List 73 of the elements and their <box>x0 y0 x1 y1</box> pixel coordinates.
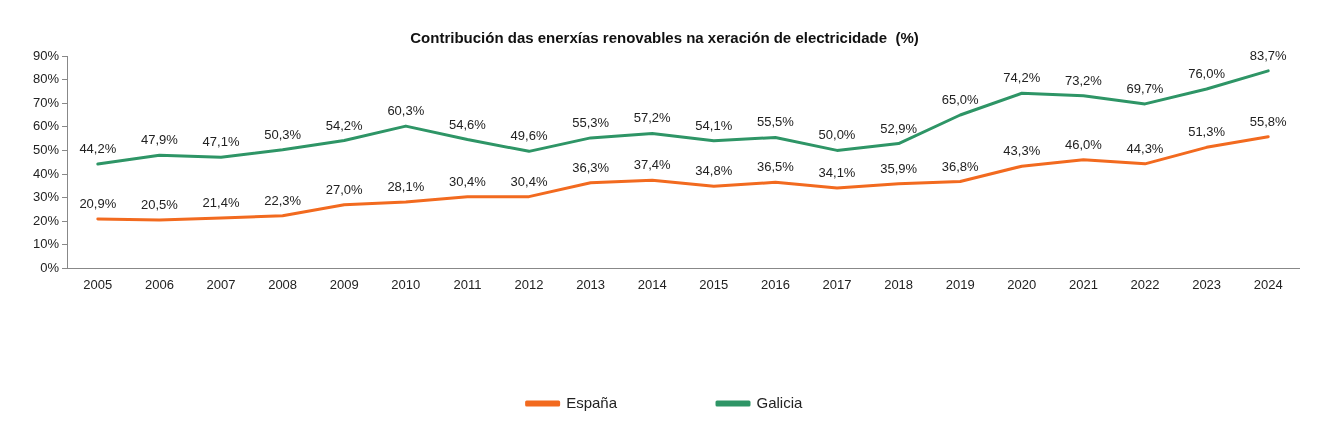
x-tick-label: 2024 <box>1253 276 1283 292</box>
y-tick-label: 30% <box>32 189 60 205</box>
x-tick-label: 2021 <box>1068 276 1098 292</box>
data-label: 54,6% <box>448 116 487 132</box>
x-tick-label: 2009 <box>329 276 359 292</box>
x-tick-label: 2014 <box>637 276 667 292</box>
data-label: 83,7% <box>1249 47 1288 63</box>
data-label: 34,8% <box>695 163 733 179</box>
x-tick-label: 2017 <box>822 276 852 292</box>
data-label: 74,2% <box>1003 70 1041 86</box>
data-label: 55,3% <box>572 114 610 130</box>
data-label: 20,9% <box>79 196 117 212</box>
data-label: 46,0% <box>1064 136 1103 152</box>
data-label: 50,3% <box>264 126 302 142</box>
data-label: 22,3% <box>264 192 302 208</box>
y-tick-label: 60% <box>32 118 60 134</box>
y-tick-label: 50% <box>32 141 60 157</box>
data-label: 36,3% <box>572 159 610 175</box>
data-label: 47,1% <box>202 134 240 150</box>
x-tick-label: 2013 <box>576 276 606 292</box>
data-label: 50,0% <box>818 127 856 143</box>
x-tick-label: 2010 <box>391 276 421 292</box>
y-tick-label: 20% <box>32 212 60 228</box>
data-label: 65,0% <box>941 92 980 108</box>
x-tick-label: 2011 <box>453 276 482 292</box>
data-label: 47,9% <box>140 132 179 148</box>
legend-label: España <box>566 393 618 411</box>
data-label: 44,3% <box>1126 140 1164 156</box>
x-tick-label: 2020 <box>1007 276 1037 292</box>
data-label: 52,9% <box>880 120 918 136</box>
data-label: 43,3% <box>1003 143 1041 159</box>
data-label: 30,4% <box>448 173 487 189</box>
legend-label: Galicia <box>756 393 804 411</box>
chart-title: Contribución das enerxías renovables na xeración de electricidade (%) <box>410 29 919 47</box>
y-tick-label: 80% <box>32 71 60 87</box>
data-label: 34,1% <box>818 165 856 180</box>
x-tick-label: 2016 <box>760 276 790 292</box>
data-label: 54,1% <box>695 117 733 133</box>
y-tick-label: 40% <box>32 165 60 181</box>
x-tick-label: 2006 <box>144 276 174 292</box>
x-tick-label: 2005 <box>83 276 113 292</box>
x-tick-label: 2007 <box>206 276 236 292</box>
x-tick-label: 2008 <box>268 276 298 292</box>
x-tick-label: 2012 <box>514 276 544 292</box>
y-tick-label: 70% <box>32 94 60 110</box>
data-label: 44,2% <box>79 141 117 157</box>
data-label: 49,6% <box>510 128 548 144</box>
x-tick-label: 2023 <box>1192 276 1222 292</box>
data-label: 54,2% <box>325 117 364 133</box>
x-tick-label: 2015 <box>699 276 729 292</box>
x-tick-label: 2018 <box>884 276 914 292</box>
data-label: 21,4% <box>202 194 240 210</box>
y-tick-label: 90% <box>32 47 60 63</box>
data-label: 35,9% <box>880 160 918 176</box>
data-label: 30,4% <box>510 173 548 189</box>
data-label: 27,0% <box>325 181 364 197</box>
y-tick-label: 0% <box>40 259 60 275</box>
x-tick-label: 2022 <box>1130 276 1160 292</box>
data-label: 36,8% <box>941 158 980 174</box>
data-label: 55,5% <box>756 114 795 130</box>
data-label: 37,4% <box>633 157 672 173</box>
data-label: 55,8% <box>1249 113 1288 129</box>
data-label: 28,1% <box>387 179 425 195</box>
y-tick-label: 10% <box>32 236 60 252</box>
x-tick-label: 2019 <box>945 276 975 292</box>
data-label: 36,5% <box>756 159 795 175</box>
data-label: 51,3% <box>1188 124 1226 140</box>
data-label: 76,0% <box>1188 66 1226 82</box>
data-label: 60,3% <box>387 103 425 119</box>
data-label: 57,2% <box>633 110 672 126</box>
data-label: 69,7% <box>1126 80 1164 96</box>
data-label: 20,5% <box>140 197 179 213</box>
data-label: 73,2% <box>1064 72 1103 88</box>
